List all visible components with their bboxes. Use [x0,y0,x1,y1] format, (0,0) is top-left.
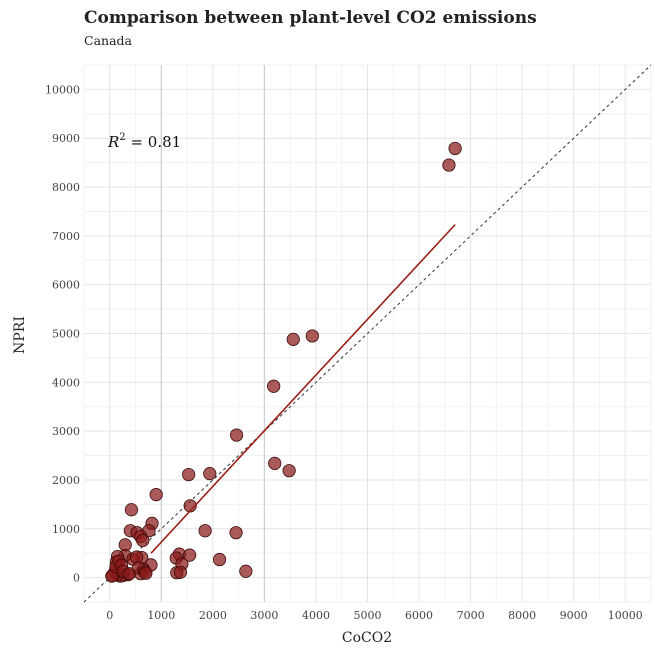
x-tick-label: 9000 [560,609,588,622]
y-tick-label: 4000 [52,376,80,389]
r-symbol: R [107,133,119,151]
y-tick-label: 5000 [52,328,80,341]
x-tick-labels: 0 1000 2000 3000 4000 5000 6000 7000 8000 9000 100… [106,609,642,622]
data-point [139,566,153,580]
y-tick-label: 0 [73,572,80,585]
data-point [149,487,163,502]
chart-title: Comparison between plant-level CO2 emiss… [84,8,537,28]
x-tick-label: 3000 [250,609,278,622]
x-tick-label: 4000 [302,609,330,622]
y-tick-label: 10000 [45,83,80,96]
identity-line-group [83,64,652,603]
data-point [282,464,296,478]
data-point [448,141,462,156]
y-tick-label: 9000 [52,132,80,145]
fit-line-group [150,224,456,554]
x-tick-label: 0 [106,609,113,622]
data-point [183,548,197,562]
data-point [122,567,136,581]
points-group [105,141,462,583]
data-point [124,503,139,517]
data-point [286,332,300,346]
data-point [203,467,217,481]
y-tick-label: 1000 [52,523,80,536]
y-tick-labels: 0 1000 2000 3000 4000 5000 6000 7000 8000 9000 100… [45,83,80,584]
x-tick-label: 10000 [608,609,643,622]
data-point [173,565,187,579]
data-point [182,467,196,482]
r-squared-annotation: R2 = 0.81 [107,132,181,151]
y-tick-label: 2000 [52,474,80,487]
y-tick-label: 8000 [52,181,80,194]
x-tick-label: 1000 [147,609,175,622]
data-point [305,329,319,343]
data-point [239,564,253,578]
r-value: = 0.81 [126,133,182,151]
x-tick-label: 7000 [457,609,485,622]
y-tick-label: 7000 [52,230,80,243]
x-tick-label: 8000 [508,609,536,622]
r-superscript: 2 [119,132,125,143]
identity-line [83,64,652,603]
data-point [229,428,244,442]
x-tick-label: 6000 [405,609,433,622]
chart-subtitle: Canada [84,33,132,48]
data-point [267,379,281,393]
x-tick-label: 5000 [354,609,382,622]
x-tick-label: 2000 [199,609,227,622]
data-point [229,526,243,540]
data-point [212,552,227,567]
y-axis-label: NPRI [12,316,28,354]
grid-major [84,65,651,602]
data-point [136,533,150,548]
x-axis-label: CoCO2 [342,630,392,646]
regression-line [150,224,456,554]
data-point [198,524,212,538]
data-point [442,158,456,172]
data-point [268,456,282,470]
y-tick-label: 6000 [52,279,80,292]
data-point [129,550,144,564]
y-tick-label: 3000 [52,425,80,438]
